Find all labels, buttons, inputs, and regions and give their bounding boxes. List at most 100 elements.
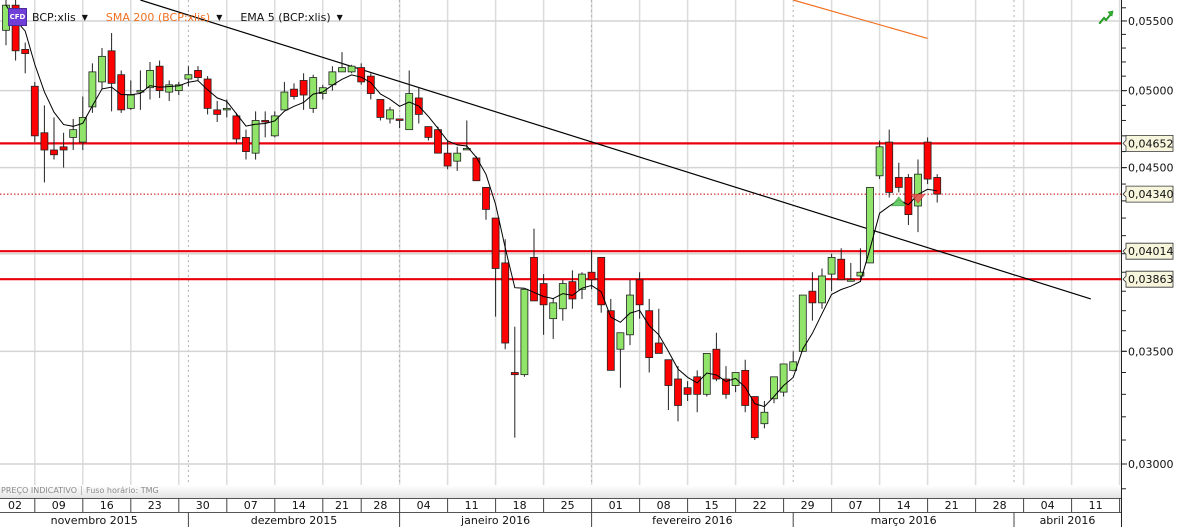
candle[interactable]	[482, 186, 490, 220]
caret-down-icon[interactable]: ▼	[81, 12, 88, 22]
candle[interactable]	[894, 162, 903, 193]
candle[interactable]	[242, 129, 250, 160]
trade-markers[interactable]	[891, 193, 926, 207]
week-label[interactable]: 04	[417, 499, 431, 512]
candle[interactable]	[789, 351, 798, 371]
month-label[interactable]: abril 2016	[1040, 514, 1096, 527]
week-label[interactable]: 07	[244, 499, 258, 512]
candle[interactable]	[654, 308, 663, 354]
candle[interactable]	[664, 359, 673, 410]
candle[interactable]	[875, 140, 884, 180]
week-label[interactable]: 28	[993, 499, 1007, 512]
caret-down-icon[interactable]: ▼	[216, 12, 223, 22]
candles[interactable]	[2, 0, 942, 441]
candle[interactable]	[885, 129, 894, 198]
candle[interactable]	[40, 105, 49, 183]
week-label[interactable]: 25	[561, 499, 575, 512]
candle[interactable]	[933, 174, 942, 203]
candle[interactable]	[501, 239, 510, 350]
candle[interactable]	[683, 381, 692, 402]
candle[interactable]	[549, 298, 558, 339]
candle[interactable]	[731, 372, 740, 393]
candle[interactable]	[165, 80, 174, 101]
candle[interactable]	[443, 140, 452, 170]
sell-marker-icon[interactable]	[910, 193, 926, 204]
week-label[interactable]: 15	[705, 499, 719, 512]
week-label[interactable]: 01	[609, 499, 623, 512]
candle[interactable]	[616, 332, 625, 388]
candle[interactable]	[376, 99, 385, 121]
candle[interactable]	[299, 73, 308, 110]
week-label[interactable]: 02	[8, 499, 22, 512]
candle[interactable]	[462, 120, 471, 151]
week-label[interactable]: 29	[801, 499, 815, 512]
sma-indicator-selector[interactable]: SMA 200 (BCP:xlis) ▼	[106, 11, 222, 24]
candle[interactable]	[597, 256, 606, 313]
week-label[interactable]: 08	[657, 499, 671, 512]
candle[interactable]	[568, 270, 577, 309]
candle[interactable]	[578, 272, 586, 299]
candle[interactable]	[837, 248, 846, 281]
week-label[interactable]: 14	[897, 499, 911, 512]
candle[interactable]	[146, 61, 154, 100]
week-label[interactable]: 14	[292, 499, 306, 512]
candle[interactable]	[69, 118, 78, 150]
candle[interactable]	[338, 52, 346, 73]
candle[interactable]	[232, 112, 241, 144]
candle[interactable]	[136, 70, 145, 110]
candle[interactable]	[798, 294, 807, 352]
candle[interactable]	[184, 66, 193, 87]
month-label[interactable]: novembro 2015	[51, 514, 138, 527]
buy-marker-icon[interactable]	[891, 196, 907, 207]
candle[interactable]	[674, 366, 682, 422]
candle[interactable]	[194, 66, 202, 81]
candle[interactable]	[107, 33, 116, 112]
candle[interactable]	[395, 118, 404, 129]
month-label[interactable]: março 2016	[871, 514, 937, 527]
week-label[interactable]: 21	[335, 499, 349, 512]
week-label[interactable]: 09	[52, 499, 66, 512]
candle[interactable]	[923, 137, 932, 185]
candle[interactable]	[251, 111, 260, 160]
week-label[interactable]: 04	[1041, 499, 1055, 512]
month-label[interactable]: fevereiro 2016	[652, 514, 733, 527]
candle[interactable]	[587, 250, 596, 290]
candle[interactable]	[712, 332, 721, 382]
price-level-box[interactable]	[1122, 185, 1174, 203]
week-label[interactable]: 18	[513, 499, 527, 512]
month-label[interactable]: janeiro 2016	[460, 514, 530, 527]
candle[interactable]	[203, 76, 212, 115]
instrument-selector[interactable]: BCP:xlis ▼	[32, 11, 88, 24]
candle[interactable]	[606, 298, 615, 371]
ema-indicator-selector[interactable]: EMA 5 (BCP:xlis) ▼	[240, 11, 342, 24]
candle[interactable]	[261, 111, 270, 138]
candle[interactable]	[491, 217, 500, 317]
candle[interactable]	[510, 326, 519, 438]
candle[interactable]	[818, 268, 826, 309]
candle[interactable]	[741, 359, 750, 413]
candle[interactable]	[856, 248, 865, 280]
candle[interactable]	[434, 126, 442, 154]
candle[interactable]	[30, 81, 39, 143]
week-label[interactable]: 21	[945, 499, 959, 512]
candle[interactable]	[21, 42, 30, 74]
candle[interactable]	[827, 253, 836, 292]
candle[interactable]	[866, 186, 874, 264]
week-label[interactable]: 16	[100, 499, 114, 512]
candle[interactable]	[174, 81, 183, 96]
candle[interactable]	[59, 132, 68, 168]
candle[interactable]	[386, 106, 394, 124]
week-label[interactable]: 07	[849, 499, 863, 512]
candle[interactable]	[846, 262, 855, 282]
week-label[interactable]: 22	[753, 499, 767, 512]
candle[interactable]	[808, 272, 817, 321]
candle[interactable]	[453, 146, 462, 171]
candle[interactable]	[213, 100, 222, 122]
green-trend-arrow-icon[interactable]	[1098, 10, 1114, 24]
candle[interactable]	[88, 63, 97, 113]
candle[interactable]	[779, 363, 788, 397]
trendline[interactable]	[140, 0, 1091, 300]
week-label[interactable]: 28	[373, 499, 387, 512]
candle[interactable]	[98, 48, 106, 90]
candle[interactable]	[645, 298, 654, 373]
